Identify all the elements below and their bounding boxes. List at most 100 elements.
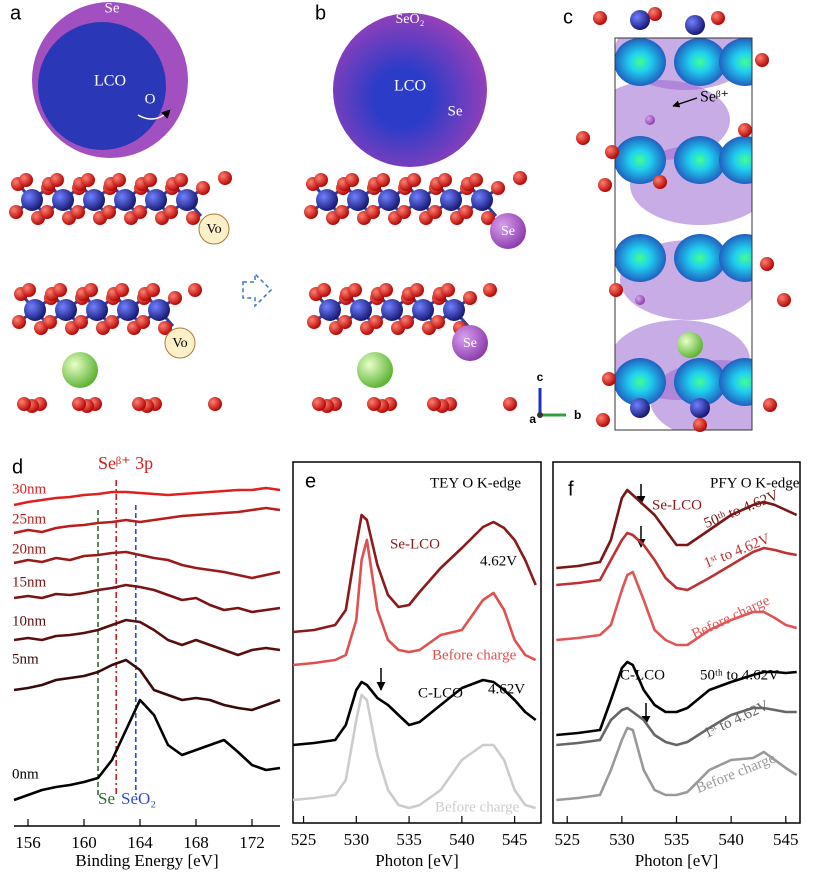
atom: [208, 397, 222, 411]
vacancy: [164, 327, 196, 359]
spectrum-line: [13, 658, 281, 712]
atom: [19, 173, 33, 187]
atom: [133, 205, 147, 219]
x-tick-label: 164: [127, 833, 153, 852]
atom: [630, 398, 650, 418]
atom: [397, 205, 411, 219]
atom: [71, 205, 85, 219]
x-axis-label: Photon [eV]: [375, 851, 459, 870]
axis-label: a: [529, 412, 536, 426]
atom: [400, 315, 414, 329]
series-label: 50ᵗʰ to 4.62V: [700, 667, 779, 683]
atom: [105, 315, 119, 329]
x-tick-label: 545: [502, 830, 528, 849]
atom: [164, 205, 178, 219]
atom: [427, 397, 441, 411]
atom: [43, 315, 57, 329]
atom: [168, 291, 182, 305]
atom: [513, 171, 527, 185]
atom: [367, 397, 381, 411]
atom: [576, 131, 590, 145]
panel-b: b SeO₂ LCO Se: [315, 2, 487, 167]
spectrum-line: [13, 506, 281, 535]
atom: [598, 178, 612, 192]
dopant-label: Se: [501, 224, 515, 239]
atom: [83, 189, 105, 211]
atom: [9, 205, 23, 219]
atom: [440, 189, 462, 211]
spectrum-line: [13, 698, 281, 802]
x-axis-label: Photon [eV]: [635, 851, 719, 870]
charge-blob: [615, 136, 666, 184]
series-label: 1ˢᵗ to 4.62V: [701, 698, 771, 742]
series-label: 15nm: [12, 574, 47, 590]
atom: [738, 123, 752, 137]
atom: [17, 397, 31, 411]
atom: [376, 173, 390, 187]
spectrum-line: [13, 550, 281, 580]
atom: [491, 181, 505, 195]
atom: [117, 299, 139, 321]
atom: [146, 283, 160, 297]
atom: [463, 291, 477, 305]
spectrum-line: [556, 660, 797, 737]
panel-label: f: [568, 478, 574, 500]
vacancy-label: Vo: [206, 222, 221, 237]
atom: [115, 283, 129, 297]
core-label: LCO: [94, 73, 126, 90]
panel-label: c: [563, 6, 573, 28]
atom: [53, 283, 67, 297]
shell-label: SeO₂: [396, 12, 425, 27]
atom: [188, 283, 202, 297]
atom: [609, 283, 623, 297]
pointer: [672, 97, 698, 108]
atom: [378, 189, 400, 211]
shell-label: Se: [105, 0, 120, 16]
x-axis-label: Binding Energy [eV]: [75, 851, 218, 870]
atom: [12, 315, 26, 329]
spectrum-line: [13, 486, 281, 507]
x-tick-label: 156: [15, 833, 41, 852]
atom: [314, 173, 328, 187]
atom: [407, 173, 421, 187]
atom: [218, 171, 232, 185]
atom: [40, 205, 54, 219]
atom: [148, 299, 170, 321]
series-label: 0nm: [12, 766, 39, 782]
axis-origin: [537, 412, 543, 418]
atom: [304, 205, 318, 219]
atom: [366, 205, 380, 219]
charge-blob: [674, 358, 726, 406]
atom: [316, 189, 338, 211]
series-label: 10nm: [12, 613, 47, 629]
series-label: 1ˢᵗ to 4.62V: [702, 531, 773, 572]
charge-blob: [719, 358, 752, 406]
x-tick-label: 535: [396, 830, 422, 849]
spectrum-line: [556, 570, 798, 647]
atom: [74, 315, 88, 329]
atom: [143, 173, 157, 187]
spectrum-line: [556, 706, 797, 747]
chart-title: PFY O K-edge: [710, 475, 800, 491]
atom: [438, 173, 452, 187]
atom: [338, 315, 352, 329]
spectrum-line: [556, 488, 798, 570]
axis-label: b: [574, 408, 581, 422]
atom: [112, 173, 126, 187]
annotation: Se-LCO: [390, 536, 440, 552]
atom: [307, 315, 321, 329]
atom: [312, 397, 326, 411]
atom: [645, 115, 655, 125]
atom: [369, 315, 383, 329]
core: [38, 22, 166, 150]
atom: [428, 205, 442, 219]
charge-blob: [719, 38, 752, 86]
dopant: [452, 325, 488, 361]
series-label: Before charge: [689, 592, 772, 642]
atom: [350, 299, 372, 321]
panel-label: b: [315, 2, 326, 24]
atom: [605, 145, 619, 159]
atom: [653, 175, 667, 189]
series-label: 4.62V: [488, 681, 525, 697]
ion-label: O: [145, 91, 156, 107]
